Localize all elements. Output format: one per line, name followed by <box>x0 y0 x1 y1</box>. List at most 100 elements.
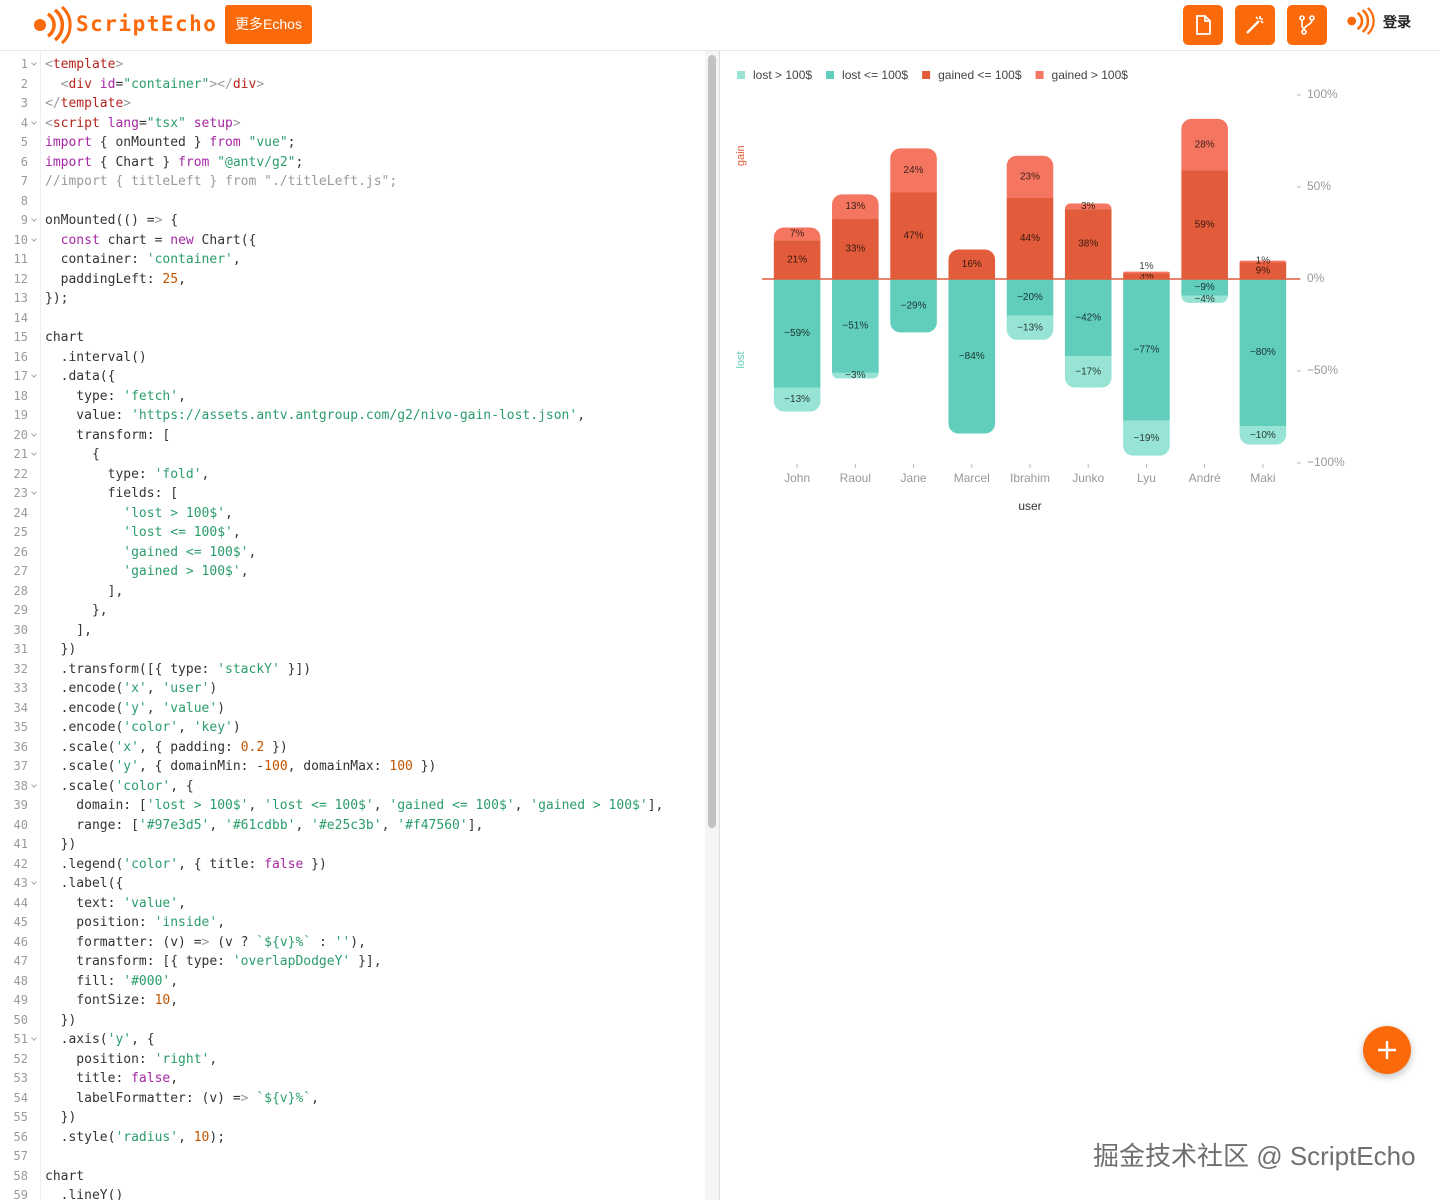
line-number: 9 <box>20 213 28 227</box>
code-line: 31 }) <box>0 640 705 660</box>
scroll-thumb[interactable] <box>708 55 716 828</box>
more-button[interactable]: 更多Echos <box>225 5 312 44</box>
line-number: 59 <box>13 1188 28 1200</box>
fold-toggle[interactable] <box>31 216 37 222</box>
bar-label: −9% <box>1195 282 1215 293</box>
bar-label: 21% <box>787 254 807 265</box>
code-text: .label({ <box>45 876 124 891</box>
code-line: 27 'gained > 100$', <box>0 562 705 582</box>
fold-toggle[interactable] <box>31 430 37 437</box>
code-line: 39 domain: ['lost > 100$', 'lost <= 100$… <box>0 796 705 816</box>
fold-toggle[interactable] <box>31 489 37 495</box>
fold-toggle[interactable] <box>31 781 37 788</box>
code-text: <div id="container"></div> <box>60 76 265 92</box>
fold-toggle[interactable] <box>31 879 37 885</box>
bar-segment <box>1123 420 1170 456</box>
scrollbar[interactable] <box>705 51 720 1200</box>
code-line: 29 }, <box>0 601 705 621</box>
bar-segment <box>1064 356 1112 388</box>
bar-segment <box>1064 209 1112 279</box>
fold-toggle[interactable] <box>31 372 37 378</box>
code-text: }) <box>45 837 77 852</box>
code-text: formatter: (v) => (v ? `${v}%` : ''), <box>45 934 366 950</box>
login-link[interactable]: 登录 <box>1383 14 1411 30</box>
code-text: .legend('color', { title: false }) <box>45 856 327 872</box>
code-line: 9 onMounted(() => { <box>0 211 705 231</box>
code-editor[interactable]: 1 <template> 2 <div id="container"></div> 3… <box>0 51 705 1200</box>
line-number: 5 <box>20 135 28 149</box>
line-number: 33 <box>13 681 28 695</box>
x-tick-label: Junko <box>1072 471 1104 485</box>
code-line: 3 </template> <box>0 94 705 114</box>
line-number: 40 <box>13 817 28 832</box>
line-number: 25 <box>13 525 28 539</box>
code-line: 14 <box>0 309 705 329</box>
x-tick-label: John <box>784 471 810 485</box>
line-number: 38 <box>13 778 28 793</box>
gutter-divider <box>40 51 41 1200</box>
line-number: 32 <box>13 661 28 676</box>
code-line: 35 .encode('color', 'key') <box>0 718 705 738</box>
line-number: 36 <box>13 739 28 754</box>
code-text: paddingLeft: 25, <box>45 271 186 287</box>
bar-segment <box>1006 155 1054 199</box>
fold-toggle[interactable] <box>31 118 37 125</box>
bar-segment <box>1181 170 1228 279</box>
add-button[interactable] <box>1363 1026 1411 1074</box>
fold-toggle[interactable] <box>31 1035 37 1041</box>
legend-label[interactable]: lost > 100$ <box>753 68 812 82</box>
code-line: 8 <box>0 192 705 212</box>
bar-segment <box>832 194 879 219</box>
line-number: 17 <box>13 369 28 383</box>
bar-label: −59% <box>784 328 810 339</box>
x-tick-label: André <box>1189 471 1221 485</box>
fold-toggle[interactable] <box>31 60 37 66</box>
code-text: .encode('x', 'user') <box>45 681 218 696</box>
code-text: .scale('x', { padding: 0.2 }) <box>45 739 288 755</box>
code-line: 7 //import { titleLeft } from "./titleLef… <box>0 172 705 192</box>
line-number: 52 <box>13 1051 28 1066</box>
bar-segment <box>890 148 937 193</box>
bar-label: 28% <box>1195 139 1215 150</box>
fold-toggle[interactable] <box>31 450 37 456</box>
line-number: 56 <box>13 1129 28 1144</box>
code-line: 57 <box>0 1147 705 1167</box>
legend-label[interactable]: gained <= 100$ <box>938 68 1022 82</box>
y-tick-label: −50% <box>1307 363 1338 377</box>
bar-label: −10% <box>1250 430 1276 441</box>
code-line: 17 .data({ <box>0 367 705 387</box>
fork-button[interactable] <box>1287 5 1327 45</box>
magic-button[interactable] <box>1235 5 1275 45</box>
bar-label: 3% <box>1081 201 1096 212</box>
fold-toggle[interactable] <box>31 235 37 242</box>
bar-label: 24% <box>904 165 924 176</box>
legend-label[interactable]: lost <= 100$ <box>842 68 908 82</box>
logo-text[interactable]: ScriptEcho <box>76 12 218 36</box>
bar-label: −4% <box>1195 294 1215 305</box>
bar-label: −17% <box>1075 367 1101 378</box>
legend-label[interactable]: gained > 100$ <box>1052 68 1129 82</box>
code-text: }, <box>45 603 108 618</box>
code-text: range: ['#97e3d5', '#61cdbb', '#e25c3b',… <box>45 817 484 833</box>
line-number: 19 <box>13 408 28 422</box>
code-line: 50 }) <box>0 1011 705 1031</box>
bar-label: 23% <box>1020 172 1040 183</box>
bar-label: −19% <box>1134 433 1160 444</box>
line-number: 53 <box>13 1071 28 1085</box>
bar-segment <box>832 218 879 279</box>
bar-segment <box>1181 279 1228 296</box>
legend-swatch <box>826 71 835 79</box>
bar-label: 47% <box>904 230 924 241</box>
new-file-button[interactable] <box>1183 5 1223 45</box>
bar-label: −29% <box>901 300 927 311</box>
code-text: .scale('y', { domainMin: -100, domainMax… <box>45 759 437 774</box>
code-text: transform: [{ type: 'overlapDodgeY' }], <box>45 954 382 969</box>
logo-icon[interactable] <box>28 6 72 44</box>
line-number: 13 <box>13 291 28 305</box>
line-number: 45 <box>13 915 28 929</box>
code-text: .transform([{ type: 'stackY' }]) <box>45 661 312 677</box>
code-text: .scale('color', { <box>45 778 194 794</box>
user-avatar[interactable] <box>1343 6 1375 36</box>
code-text: transform: [ <box>45 427 171 443</box>
line-number: 47 <box>13 954 28 968</box>
